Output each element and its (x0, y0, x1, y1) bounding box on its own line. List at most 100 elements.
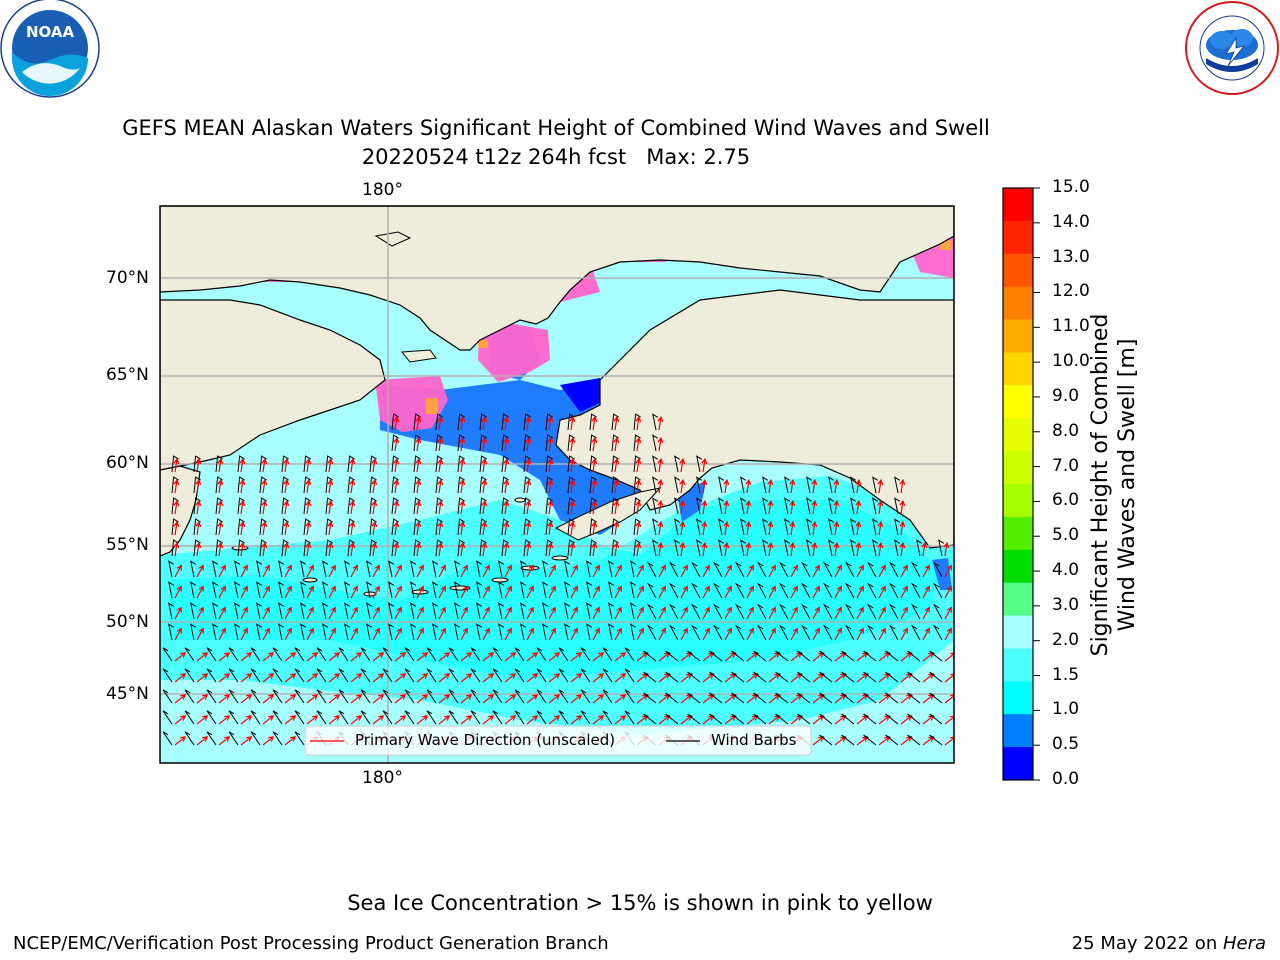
wave-direction-arrow (306, 564, 314, 578)
wind-barb (303, 497, 311, 515)
wind-barb (250, 731, 261, 746)
wave-direction-arrow (812, 606, 820, 620)
wave-direction-arrow (306, 585, 314, 599)
wave-direction-arrow (592, 585, 600, 599)
wave-direction-arrow (482, 715, 495, 725)
wind-barb (366, 560, 373, 578)
wind-barb (828, 497, 835, 515)
wind-barb (457, 413, 465, 431)
wind-barb (819, 692, 833, 704)
wave-direction-arrow (790, 627, 798, 641)
lat-label-45: 45°N (106, 684, 149, 704)
wind-barb (696, 476, 703, 494)
wave-direction-arrow (438, 606, 446, 620)
wave-direction-arrow (636, 627, 644, 641)
wave-direction-arrow (217, 457, 224, 473)
wave-direction-arrow (349, 478, 356, 494)
wave-direction-arrow (834, 585, 842, 599)
wave-direction-arrow (262, 652, 275, 662)
wind-barb (542, 560, 549, 578)
wave-direction-arrow (283, 520, 290, 536)
wave-direction-arrow (504, 673, 517, 683)
wind-barb (259, 476, 267, 494)
wave-direction-arrow (174, 736, 187, 746)
wave-direction-arrow (438, 673, 451, 683)
wind-barb (338, 710, 349, 725)
wave-direction-arrow (899, 478, 906, 494)
wind-barb (712, 582, 723, 599)
wind-barb (514, 647, 525, 662)
wind-barb (325, 476, 333, 494)
wave-direction-arrow (745, 499, 752, 515)
wind-barb (938, 539, 945, 557)
wind-barb (237, 518, 245, 536)
wind-barb (586, 602, 593, 620)
chukotka-land (160, 299, 386, 471)
wind-barb (325, 539, 333, 557)
wave-direction-arrow (460, 715, 473, 725)
wind-barb (303, 539, 311, 557)
wave-direction-arrow (768, 564, 776, 578)
wave-direction-arrow (262, 715, 275, 725)
wind-barb (278, 623, 285, 641)
wave-direction-arrow (350, 585, 358, 599)
wave-direction-arrow (438, 652, 451, 662)
wave-band-1-5 (160, 476, 954, 735)
wind-barb (819, 650, 833, 662)
wind-barb (479, 434, 487, 452)
wind-barb (391, 497, 399, 515)
wind-barb (492, 647, 503, 662)
wave-direction-arrow (900, 564, 908, 578)
wind-barb (476, 560, 483, 578)
wind-barb (696, 518, 703, 536)
colorbar-tick-label: 8.0 (1052, 420, 1080, 441)
wind-barb (668, 603, 679, 620)
wind-barb (316, 710, 327, 725)
wave-direction-arrow (658, 606, 666, 620)
wave-direction-arrow (834, 627, 842, 641)
wind-barb (841, 713, 855, 725)
wind-barb (800, 624, 811, 641)
wave-direction-arrow (613, 541, 620, 557)
wave-direction-arrow (591, 499, 598, 515)
wind-barb (215, 455, 223, 473)
wind-barb (492, 668, 503, 683)
wave-direction-arrow (548, 652, 561, 662)
wave-direction-arrow (306, 606, 314, 620)
wind-barb (294, 647, 305, 662)
wind-barb (778, 624, 789, 641)
wind-barb (316, 668, 327, 683)
wind-barb (687, 671, 701, 683)
wind-barb (470, 647, 481, 662)
wind-barb (589, 434, 597, 452)
wind-barb (404, 710, 415, 725)
wind-barb (272, 689, 283, 704)
colorbar-tick-label: 3.0 (1052, 594, 1080, 615)
wave-direction-arrow (746, 564, 754, 578)
lat-label-70: 70°N (106, 268, 149, 288)
wind-barb (775, 671, 789, 683)
wave-direction-arrow (284, 652, 297, 662)
wave-direction-arrow (283, 541, 290, 557)
wind-barb (448, 689, 459, 704)
wind-barb (687, 650, 701, 662)
wave-direction-arrow (613, 478, 620, 494)
wind-barb (690, 624, 701, 641)
wind-barb (800, 582, 811, 599)
wind-barb (894, 539, 901, 557)
wave-direction-arrow (349, 499, 356, 515)
wave-direction-arrow (372, 564, 380, 578)
wave-direction-arrow (635, 499, 642, 515)
wind-barb (850, 497, 857, 515)
colorbar-segment (1003, 451, 1033, 485)
wind-barb (633, 434, 641, 452)
wind-barb (643, 671, 657, 683)
wave-direction-arrow (900, 627, 908, 641)
wave-direction-arrow (702, 627, 710, 641)
wave-direction-arrow (943, 541, 950, 557)
wave-direction-arrow (614, 627, 622, 641)
wind-barb (633, 413, 641, 431)
wave-direction-arrow (856, 564, 864, 578)
wave-direction-arrow (878, 606, 886, 620)
wind-barb (435, 476, 443, 494)
